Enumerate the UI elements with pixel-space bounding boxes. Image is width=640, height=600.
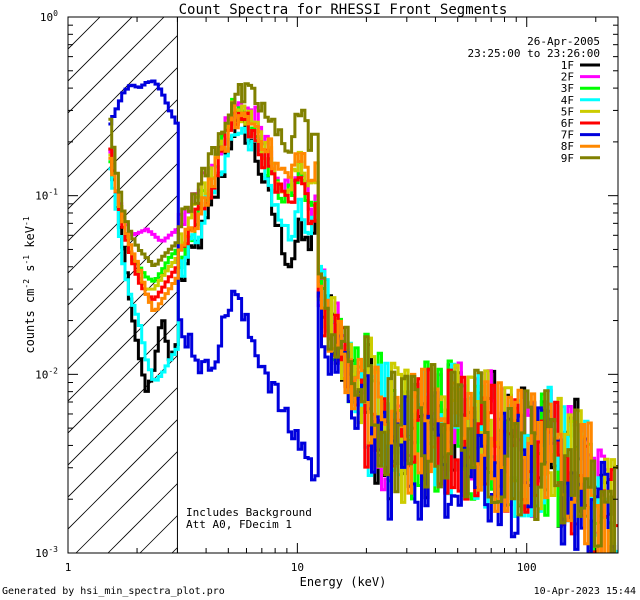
- plot-frame: [67, 16, 619, 554]
- x-tick-label: 100: [517, 561, 537, 574]
- plot-area: [68, 17, 618, 553]
- legend-label-8f: 8F: [561, 140, 574, 153]
- legend-label-5f: 5F: [561, 105, 574, 118]
- x-tick-label: 10: [291, 561, 304, 574]
- legend-label-3f: 3F: [561, 82, 574, 95]
- date-label: 26-Apr-2005: [527, 35, 600, 48]
- axis-ticks: [67, 16, 618, 554]
- time-range-label: 23:25:00 to 23:26:00: [468, 47, 600, 60]
- axis-tick-labels: 1 10 100 100 10-1 10-2 10-3: [35, 9, 537, 574]
- y-tick-label: 10-1: [35, 188, 58, 203]
- footer-timestamp: 10-Apr-2023 15:44: [533, 586, 636, 597]
- legend-label-4f: 4F: [561, 94, 574, 107]
- series-8f: [108, 104, 613, 553]
- x-tick-label: 1: [65, 561, 72, 574]
- annotation-background: Includes Background: [186, 506, 312, 519]
- chart-title: Count Spectra for RHESSI Front Segments: [179, 2, 508, 18]
- legend-label-2f: 2F: [561, 71, 574, 84]
- legend-label-6f: 6F: [561, 117, 574, 130]
- legend-label-7f: 7F: [561, 129, 574, 142]
- legend-label-9f: 9F: [561, 152, 574, 165]
- series-9f: [108, 82, 618, 553]
- y-tick-label: 10-2: [35, 366, 58, 381]
- y-tick-label: 100: [40, 9, 58, 24]
- annotation-attenuator: Att A0, FDecim 1: [186, 518, 292, 531]
- legend-label-1f: 1F: [561, 59, 574, 72]
- footer-generated-by: Generated by hsi_min_spectra_plot.pro: [2, 586, 225, 597]
- y-axis-label: counts cm-2 s-1 keV-1: [22, 216, 37, 353]
- x-axis-label: Energy (keV): [300, 575, 387, 589]
- y-tick-label: 10-3: [35, 545, 58, 560]
